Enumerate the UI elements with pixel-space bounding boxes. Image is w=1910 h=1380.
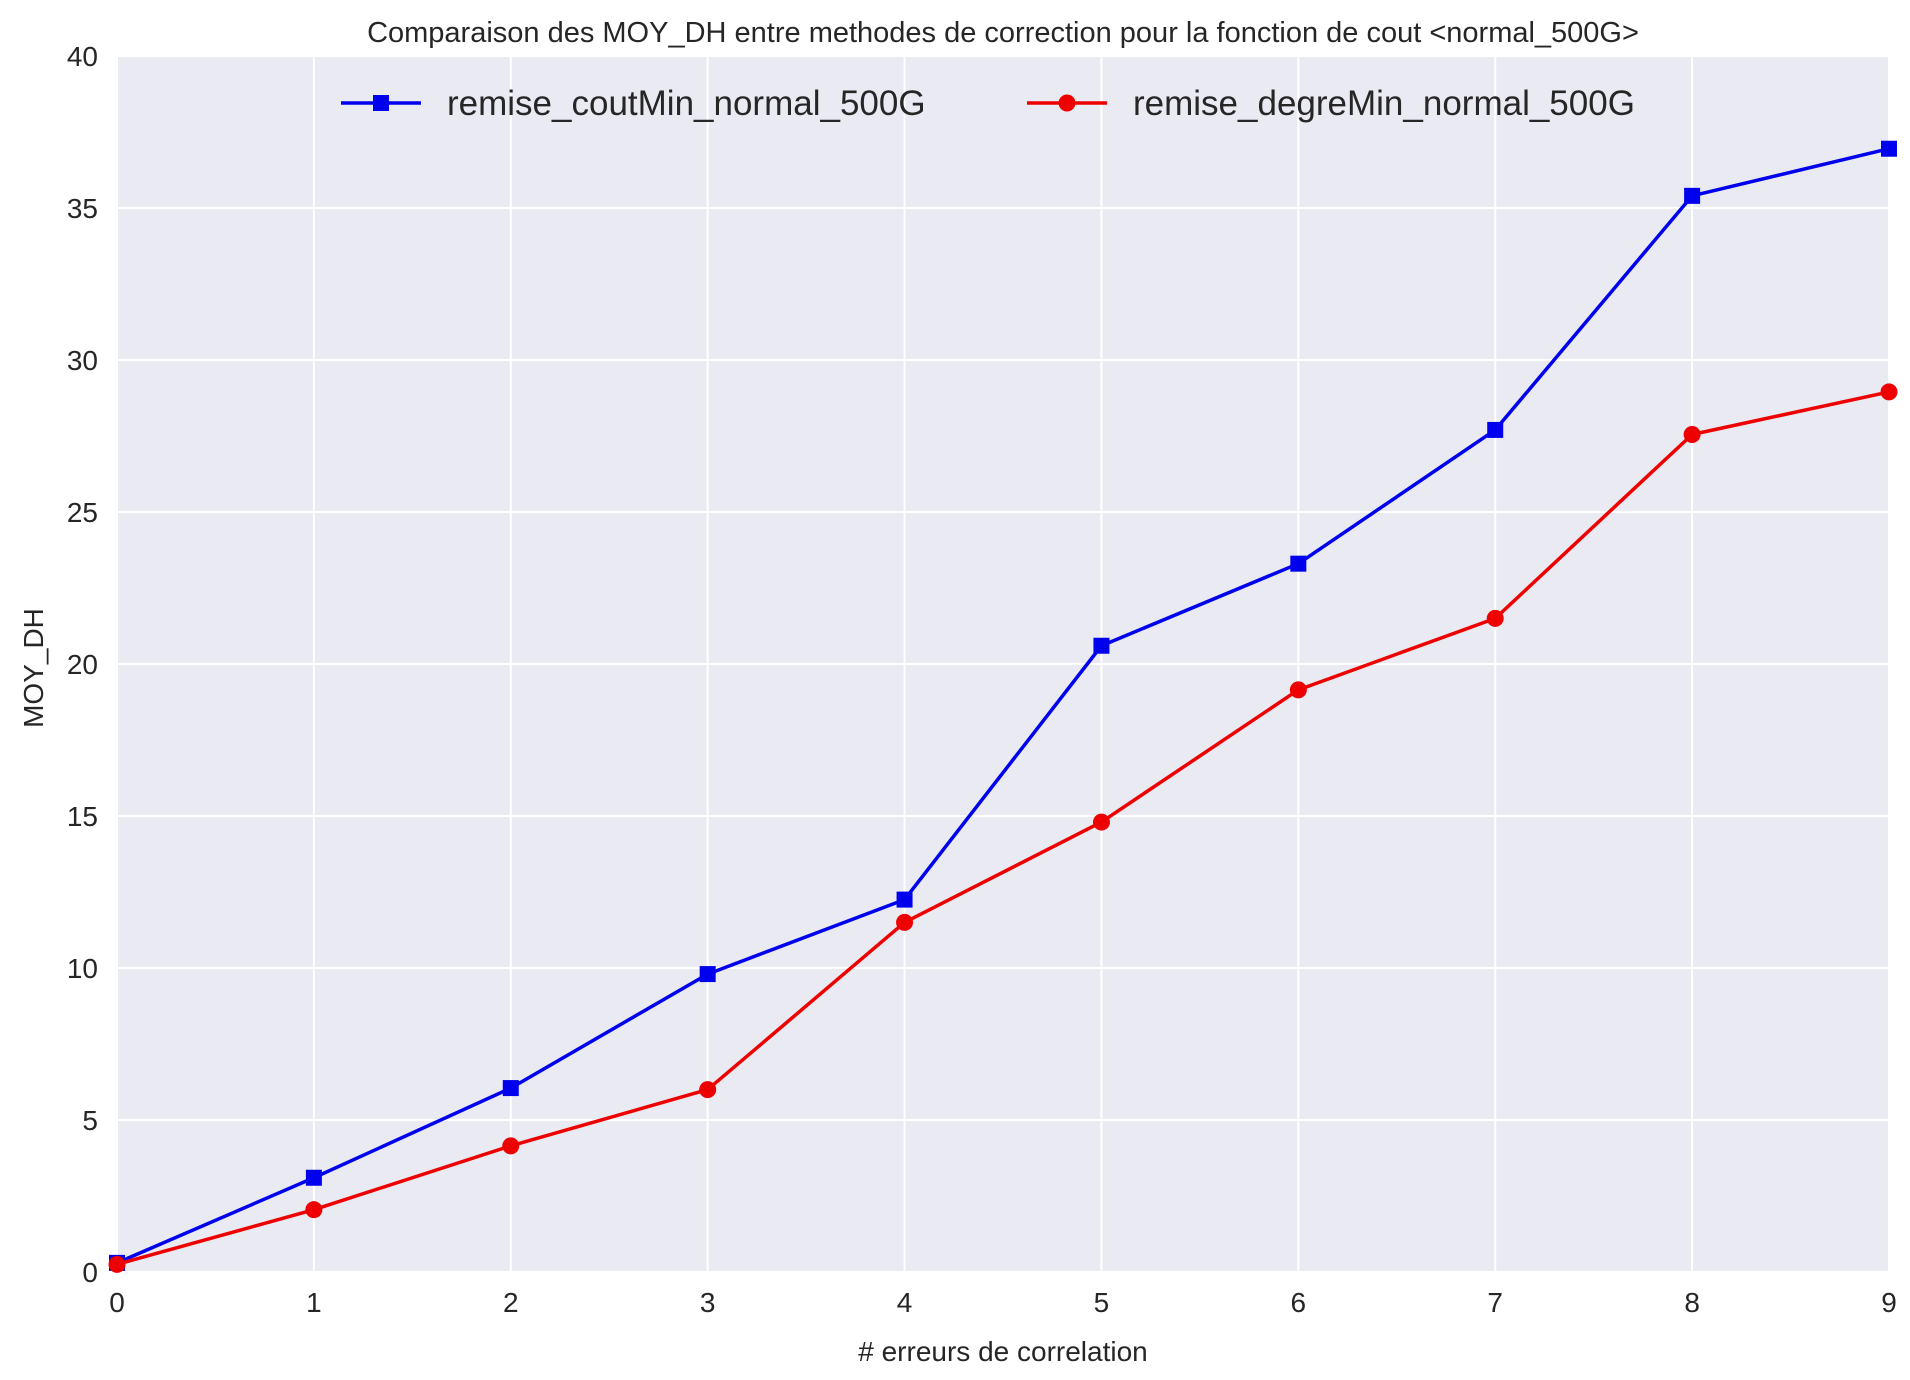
y-tick-label: 15 bbox=[67, 801, 98, 832]
data-point bbox=[896, 891, 913, 908]
y-tick-label: 5 bbox=[82, 1105, 98, 1136]
legend-entry-1: remise_coutMin_normal_500G bbox=[341, 84, 926, 123]
x-tick-label: 9 bbox=[1881, 1287, 1897, 1318]
series-2 bbox=[108, 383, 1898, 1273]
y-tick-label: 35 bbox=[67, 193, 98, 224]
y-tick-label: 10 bbox=[67, 953, 98, 984]
legend: remise_coutMin_normal_500G remise_degreMi… bbox=[341, 84, 1635, 123]
y-axis-label: MOY_DH bbox=[18, 608, 49, 728]
data-point bbox=[896, 913, 914, 931]
data-point bbox=[1093, 637, 1110, 654]
series-group bbox=[108, 140, 1898, 1273]
legend-entry-2: remise_degreMin_normal_500G bbox=[1027, 84, 1635, 123]
x-tick-label: 8 bbox=[1684, 1287, 1700, 1318]
legend-label: remise_coutMin_normal_500G bbox=[447, 84, 926, 123]
data-point bbox=[502, 1137, 520, 1155]
data-point bbox=[1881, 140, 1897, 157]
data-point bbox=[502, 1080, 519, 1097]
y-tick-label: 0 bbox=[82, 1257, 98, 1288]
data-point bbox=[1880, 383, 1898, 401]
data-point bbox=[1092, 813, 1110, 831]
y-tick-label: 40 bbox=[67, 41, 98, 72]
y-axis-ticks: 0 5 10 15 20 25 30 35 40 bbox=[67, 41, 98, 1288]
grid-lines bbox=[116, 55, 1890, 1273]
data-point bbox=[1290, 555, 1307, 572]
legend-marker bbox=[373, 95, 389, 111]
x-axis-ticks: 0 1 2 3 4 5 6 7 8 9 bbox=[109, 1287, 1897, 1318]
data-point bbox=[1683, 425, 1701, 443]
data-point bbox=[1486, 609, 1504, 627]
chart-title: Comparaison des MOY_DH entre methodes de… bbox=[367, 17, 1639, 49]
data-point bbox=[1684, 187, 1701, 204]
x-tick-label: 7 bbox=[1487, 1287, 1503, 1318]
x-tick-label: 6 bbox=[1291, 1287, 1307, 1318]
y-tick-label: 20 bbox=[67, 649, 98, 680]
y-tick-label: 30 bbox=[67, 345, 98, 376]
data-point bbox=[108, 1255, 126, 1273]
x-tick-label: 4 bbox=[897, 1287, 913, 1318]
legend-marker bbox=[1058, 94, 1076, 112]
legend-label: remise_degreMin_normal_500G bbox=[1133, 84, 1635, 123]
series-line bbox=[116, 147, 1890, 1265]
x-tick-label: 5 bbox=[1094, 1287, 1110, 1318]
data-point bbox=[1487, 421, 1504, 438]
data-point bbox=[305, 1169, 322, 1186]
x-tick-label: 1 bbox=[306, 1287, 322, 1318]
data-point bbox=[305, 1201, 323, 1219]
data-point bbox=[1289, 681, 1307, 699]
x-tick-label: 0 bbox=[109, 1287, 125, 1318]
x-tick-label: 2 bbox=[503, 1287, 519, 1318]
x-tick-label: 3 bbox=[700, 1287, 716, 1318]
x-axis-label: # erreurs de correlation bbox=[858, 1336, 1147, 1367]
data-point bbox=[699, 1081, 717, 1099]
y-tick-label: 25 bbox=[67, 497, 98, 528]
series-line bbox=[116, 390, 1890, 1267]
data-point bbox=[699, 966, 716, 983]
